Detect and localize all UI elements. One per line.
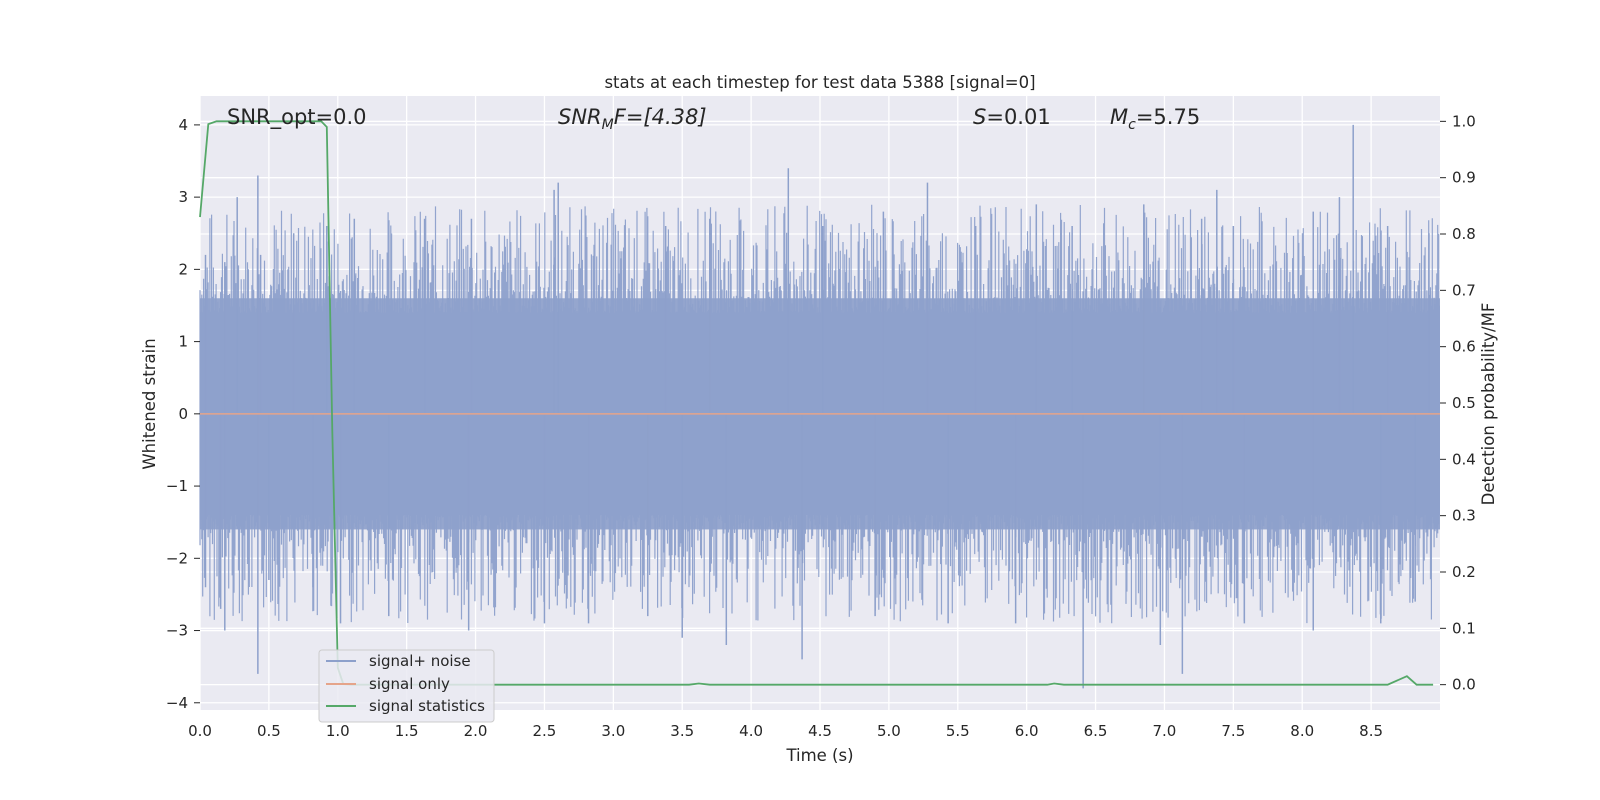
x-tick-label: 7.0: [1153, 722, 1177, 740]
annotation-snr-mf-subscript: M: [602, 117, 614, 133]
y-left-tick-label: 0: [178, 405, 188, 423]
y-right-tick-label: 0.5: [1452, 394, 1476, 412]
y-left-tick-label: 3: [178, 188, 188, 206]
x-tick-label: 8.0: [1290, 722, 1314, 740]
x-tick-label: 5.0: [877, 722, 901, 740]
x-tick-label: 1.0: [326, 722, 350, 740]
y-left-tick-label: −3: [166, 622, 188, 640]
x-tick-label: 3.5: [670, 722, 694, 740]
x-tick-label: 0.0: [188, 722, 212, 740]
annotation-snr-mf-symbol: SNR: [558, 105, 602, 129]
x-axis-label: Time (s): [785, 746, 853, 765]
legend-box: [318, 649, 495, 723]
y-left-tick-label: −1: [166, 477, 188, 495]
legend: signal+ noise signal only signal statist…: [318, 649, 495, 723]
y-right-tick-label: 0.1: [1452, 619, 1476, 637]
annotation-snr-mf-value: F=[4.38]: [614, 105, 707, 129]
x-tick-label: 2.5: [533, 722, 557, 740]
y-right-tick-label: 0.7: [1452, 281, 1476, 299]
annotation-s: S=0.01: [973, 105, 1051, 129]
y-left-axis-label: Whitened strain: [140, 338, 159, 469]
annotation-mc: Mc=5.75: [1110, 105, 1200, 133]
y-left-tick-label: 1: [178, 333, 188, 351]
annotation-s-value: =0.01: [986, 105, 1050, 129]
legend-label-signal-only: signal only: [369, 675, 450, 693]
line-series: [199, 120, 1440, 686]
y-right-tick-label: 0.3: [1452, 507, 1476, 525]
y-right-tick-labels: 1.0 0.9 0.8 0.7 0.6 0.5 0.4 0.3 0.2 0.1 0.0: [1440, 112, 1476, 694]
x-tick-label: 7.5: [1221, 722, 1245, 740]
y-right-tick-label: 0.6: [1452, 338, 1476, 356]
legend-label-signal-statistics: signal statistics: [369, 697, 485, 715]
annotation-snr-opt: SNR_opt=0.0: [227, 105, 367, 130]
y-left-tick-label: 4: [178, 116, 188, 134]
annotation-mc-symbol: M: [1110, 105, 1128, 129]
y-left-tick-labels: 4 3 2 1 0 −1 −2 −3 −4: [166, 116, 200, 712]
y-right-tick-label: 0.0: [1452, 676, 1476, 694]
x-tick-label: 4.5: [808, 722, 832, 740]
annotation-snr-mf: SNRMF=[4.38]: [558, 105, 707, 133]
y-right-tick-label: 0.8: [1452, 225, 1476, 243]
annotation-s-symbol: S: [973, 105, 986, 129]
y-left-tick-label: −4: [166, 694, 188, 712]
y-right-tick-label: 0.2: [1452, 563, 1476, 581]
signal-statistics-line: [199, 120, 1434, 686]
x-tick-label: 4.0: [739, 722, 763, 740]
y-right-tick-label: 0.4: [1452, 450, 1476, 468]
x-tick-label: 1.5: [395, 722, 419, 740]
x-tick-label: 2.0: [464, 722, 488, 740]
annotation-mc-value: =5.75: [1136, 105, 1200, 129]
y-right-tick-label: 0.9: [1452, 169, 1476, 187]
x-tick-label: 8.5: [1359, 722, 1383, 740]
y-left-tick-label: 2: [178, 260, 188, 278]
y-right-tick-label: 1.0: [1452, 112, 1476, 130]
x-tick-labels: 0.0 0.5 1.0 1.5 2.0 2.5 3.0 3.5 4.0 4.5 5.0 5.5 6.0 6…: [188, 722, 1383, 740]
x-tick-label: 5.5: [946, 722, 970, 740]
x-tick-label: 3.0: [601, 722, 625, 740]
chart-title: stats at each timestep for test data 538…: [604, 73, 1035, 92]
y-right-axis-label: Detection probability/MF: [1479, 303, 1498, 506]
y-left-tick-label: −2: [166, 549, 188, 567]
x-tick-label: 6.0: [1015, 722, 1039, 740]
legend-label-signal-noise: signal+ noise: [369, 652, 471, 670]
x-tick-label: 0.5: [257, 722, 281, 740]
x-tick-label: 6.5: [1084, 722, 1108, 740]
annotation-mc-subscript: c: [1128, 117, 1136, 133]
